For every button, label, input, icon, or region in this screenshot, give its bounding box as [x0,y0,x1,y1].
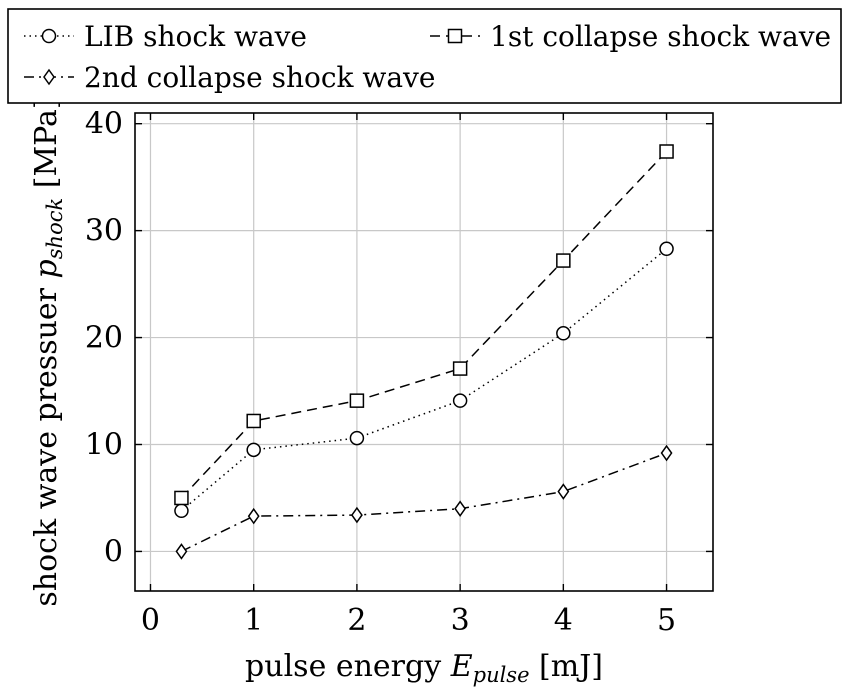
data-point-series-3 [557,483,570,500]
data-point-series-2 [349,393,365,408]
data-point-series-1 [174,503,189,519]
grid [135,113,713,591]
y-tick-label: 20 [85,321,123,356]
plot-frame [134,112,714,592]
data-point-series-1 [659,241,674,257]
data-point-series-1 [452,393,468,408]
data-point-series-2 [246,413,261,429]
series-line-3 [181,452,667,553]
series-line-2 [180,150,668,499]
y-tick-labels: 0 10 20 30 40 [85,107,123,570]
data-point-series-2 [659,144,674,159]
x-axis-label-var: E [450,649,473,684]
legend-entry: 2nd collapse shock wave [24,61,435,94]
x-tick-label: 5 [657,603,676,638]
legend-box [7,8,842,104]
data-point-series-3 [454,500,467,517]
legend: LIB shock wave 1st collapse shock wave 2nd… [7,8,842,104]
legend-label: 1st collapse shock wave [490,20,831,53]
data-point-series-3 [175,543,188,560]
y-axis-label-var: p [29,259,64,278]
x-axis-label-sub: pulse [473,663,530,687]
x-axis-label-suffix: [mJ] [530,649,603,684]
data-point-series-3 [660,444,673,462]
data-point-series-1 [246,442,261,458]
x-tick-labels: 0 1 2 3 4 5 [141,603,676,638]
x-tick-label: 2 [347,603,366,638]
data-point-series-2 [556,253,571,268]
x-tick-label: 4 [554,603,573,638]
x-axis-label-prefix: pulse energy [245,649,451,684]
x-tick-label: 0 [141,603,160,638]
data-point-series-2 [174,490,189,506]
y-tick-label: 0 [104,534,123,569]
legend-entries: LIB shock wave 1st collapse shock wave 2nd… [24,20,831,94]
y-tick-label: 30 [85,214,123,249]
legend-marker [447,28,463,44]
data-point-series-2 [452,361,468,376]
tick-marks [135,113,713,591]
y-axis-label-prefix: shock wave pressuer [29,278,64,606]
y-axis-label-sub: shock [43,198,67,259]
data-point-series-1 [349,430,365,446]
x-axis-label: pulse energy Epulse [mJ] [245,649,603,687]
y-tick-label: 40 [85,107,123,142]
legend-entry: 1st collapse shock wave [430,20,831,53]
data-point-series-3 [350,506,363,524]
legend-label: 2nd collapse shock wave [84,61,435,94]
data-point-series-1 [556,326,571,341]
y-axis-label: shock wave pressuer pshock [MPa] [29,97,67,606]
y-tick-label: 10 [85,427,123,462]
legend-marker [41,28,57,44]
series-line-1 [180,248,668,512]
legend-marker [43,68,55,86]
series-lines [180,150,668,553]
x-tick-label: 3 [451,603,470,638]
legend-entry: LIB shock wave [24,20,307,53]
legend-label: LIB shock wave [84,20,307,53]
y-axis-label-suffix: [MPa] [29,97,64,197]
series-markers [174,144,674,560]
x-tick-label: 1 [244,603,263,638]
data-point-series-3 [247,507,260,525]
